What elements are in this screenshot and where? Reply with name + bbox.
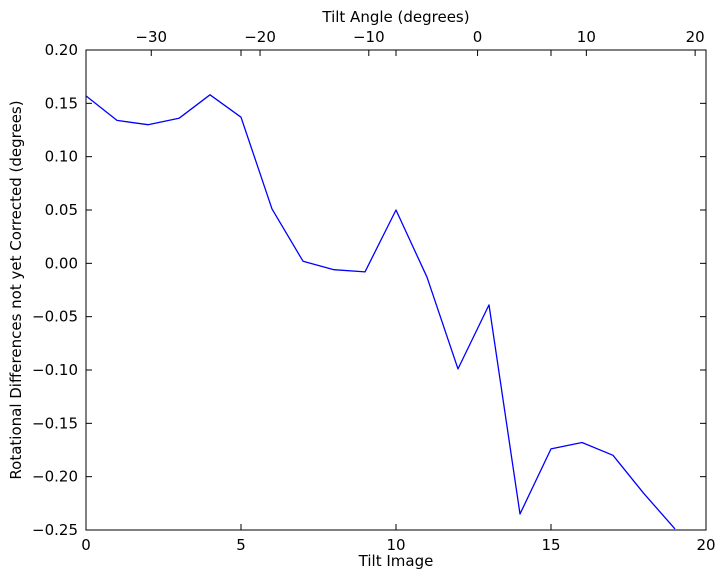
x-axis-title: Tilt Image [358, 552, 434, 570]
x2-tick-label: −20 [244, 28, 276, 46]
x-tick-label: 0 [81, 536, 91, 554]
series-line [85, 94, 676, 530]
y-axis-title: Rotational Differences not yet Corrected… [7, 100, 25, 479]
tick-marks [85, 49, 707, 531]
y-tick-label: 0.00 [45, 254, 78, 272]
y-tick-label: −0.05 [32, 308, 78, 326]
y-tick-label: 0.05 [45, 201, 78, 219]
y-tick-label: −0.15 [32, 414, 78, 432]
x-tick-label: 20 [696, 536, 715, 554]
x2-tick-label: 0 [473, 28, 483, 46]
x-tick-label: 15 [541, 536, 560, 554]
x2-tick-label: −10 [353, 28, 385, 46]
plot-frame [85, 49, 707, 531]
x-tick-label: 10 [386, 536, 405, 554]
y-tick-label: −0.25 [32, 521, 78, 539]
top-x-axis-title: Tilt Angle (degrees) [321, 8, 469, 26]
y-tick-label: 0.15 [45, 94, 78, 112]
y-tick-label: −0.10 [32, 361, 78, 379]
y-tick-label: 0.20 [45, 41, 78, 59]
y-tick-label: 0.10 [45, 148, 78, 166]
y-tick-label: −0.20 [32, 468, 78, 486]
x-tick-label: 5 [236, 536, 246, 554]
tick-labels: 0 5 10 15 20 −30 −20 −10 0 10 20 0.20 0.15 0.10 0.05 0.… [32, 28, 716, 554]
series-lines [85, 94, 676, 530]
x2-tick-label: 20 [686, 28, 705, 46]
x2-tick-label: 10 [577, 28, 596, 46]
x2-tick-label: −30 [135, 28, 167, 46]
